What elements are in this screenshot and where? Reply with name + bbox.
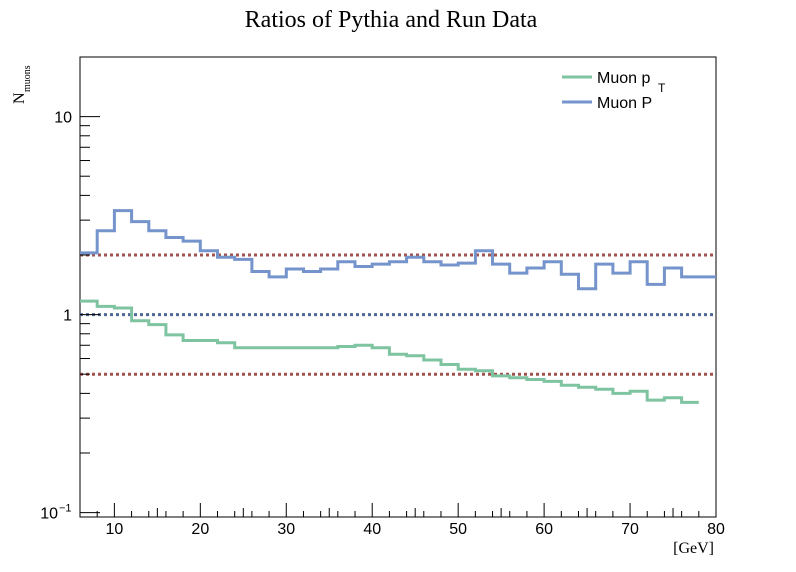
legend-label-sub: T [658,81,666,95]
legend-item: Muon P [562,95,652,112]
y-axis-label: N muons [11,65,33,104]
y-tick-label-base: 1 [63,308,72,325]
reference-lines [80,253,716,376]
data-series [80,209,716,404]
x-tick-label: 80 [707,521,725,538]
legend-item: Muon p T [562,70,666,95]
x-tick-label: 10 [105,521,123,538]
series-line [80,209,716,291]
x-tick-label: 60 [535,521,553,538]
x-tick-label: 70 [621,521,639,538]
series-line [80,299,699,404]
legend: Muon p T Muon P [562,70,666,112]
legend-label: Muon P [597,95,652,112]
plot-frame [79,56,717,518]
x-tick-label: 40 [363,521,381,538]
x-tick-label: 20 [191,521,209,538]
y-tick-label: 10 [54,110,72,127]
x-tick-label: 50 [449,521,467,538]
legend-label: Muon p [597,70,650,87]
chart-title: Ratios of Pythia and Run Data [245,7,538,33]
x-tick-label: 30 [277,521,295,538]
x-axis-label: [GeV] [673,540,714,557]
y-axis-label-sub: muons [22,65,33,92]
y-tick-label-base: 10 [54,110,72,127]
y-tick-label: 10 −1 [40,503,71,523]
y-axis-label-main: N [11,92,28,104]
y-tick-label: 1 [63,308,72,325]
y-tick-label-exp: −1 [59,503,72,515]
y-tick-label-base: 10 [40,506,58,523]
x-axis: 10 20 30 40 50 60 70 80 [79,503,725,538]
